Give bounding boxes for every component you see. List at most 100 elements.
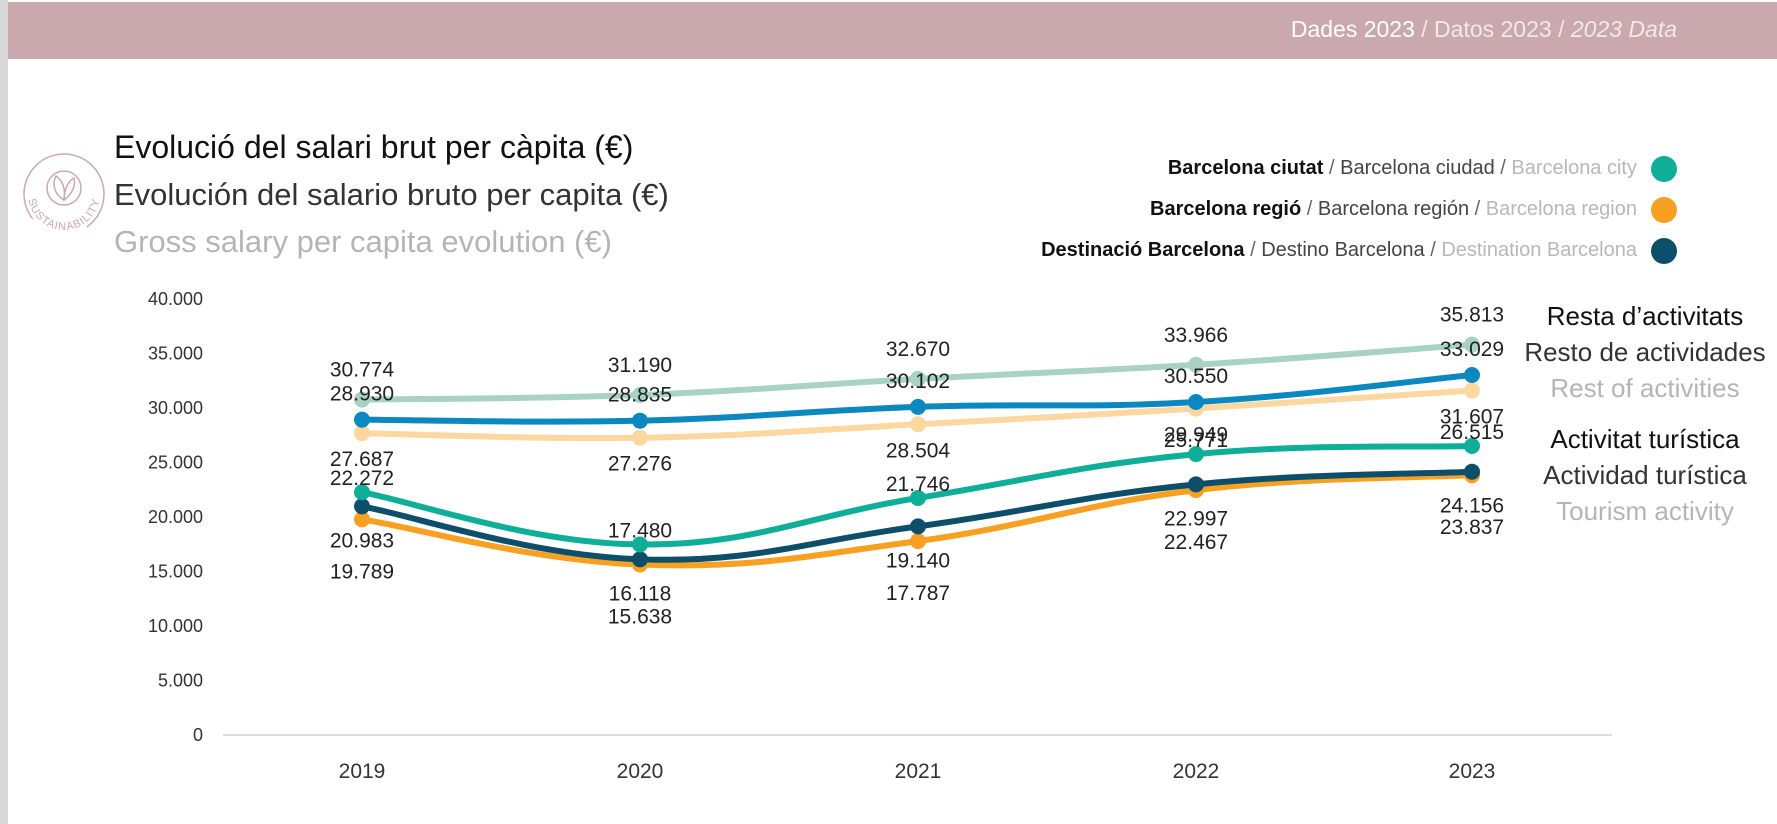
x-tick-label: 2021 bbox=[895, 760, 942, 783]
legend-city-es: Barcelona ciudad bbox=[1340, 157, 1495, 179]
data-point bbox=[354, 425, 370, 442]
legend-item-destination: Destinació Barcelona / Destino Barcelona… bbox=[1041, 230, 1677, 271]
data-label: 17.480 bbox=[608, 519, 672, 542]
data-label: 33.966 bbox=[1164, 324, 1228, 347]
data-point bbox=[1188, 356, 1204, 373]
header-ca: Dades 2023 bbox=[1290, 16, 1415, 42]
title-en: Gross salary per capita evolution (€) bbox=[114, 224, 612, 259]
data-point bbox=[910, 533, 926, 550]
data-label: 26.515 bbox=[1440, 421, 1504, 444]
y-tick-label: 20.000 bbox=[148, 507, 203, 527]
series-group bbox=[354, 366, 1480, 429]
data-label: 32.670 bbox=[886, 338, 950, 361]
data-point bbox=[632, 551, 648, 568]
title-ca: Evolució del salari brut per càpita (€) bbox=[114, 129, 634, 165]
legend-dot-region bbox=[1651, 196, 1677, 223]
data-point bbox=[354, 484, 370, 501]
data-point bbox=[354, 391, 370, 408]
data-point bbox=[354, 511, 370, 528]
header-es: / Datos 2023 / bbox=[1414, 16, 1571, 42]
data-point bbox=[910, 370, 926, 387]
data-point bbox=[1464, 336, 1480, 353]
y-tick-label: 10.000 bbox=[148, 616, 203, 636]
group-rest-ca: Resta d’activitats bbox=[1546, 301, 1744, 331]
y-tick-label: 35.000 bbox=[148, 344, 203, 364]
x-tick-label: 2020 bbox=[617, 760, 664, 783]
data-point bbox=[910, 398, 926, 415]
legend-destination-en: Destination Barcelona bbox=[1441, 239, 1637, 261]
sustainability-logo: SUSTAINABILITY bbox=[23, 153, 105, 235]
data-point bbox=[1464, 437, 1480, 454]
data-label: 21.746 bbox=[886, 473, 950, 496]
data-point bbox=[910, 489, 926, 506]
data-label: 22.997 bbox=[1164, 507, 1228, 530]
left-edge bbox=[0, 0, 8, 824]
data-label: 30.774 bbox=[330, 359, 395, 382]
data-point bbox=[910, 518, 926, 535]
data-point bbox=[632, 387, 648, 404]
header-en: 2023 Data bbox=[1570, 16, 1677, 42]
y-tick-label: 15.000 bbox=[148, 562, 203, 582]
data-label: 22.467 bbox=[1164, 531, 1228, 554]
legend-destination-ca: Destinació Barcelona bbox=[1041, 239, 1245, 261]
series-group bbox=[354, 437, 1480, 553]
data-point bbox=[1188, 476, 1204, 493]
data-label: 27.276 bbox=[608, 453, 672, 476]
group-rest-es: Resto de actividades bbox=[1524, 337, 1766, 367]
group-label-rest: Resta d’activitats Resto de actividades … bbox=[1520, 298, 1770, 406]
group-tourism-en: Tourism activity bbox=[1556, 496, 1734, 526]
group-rest-en: Rest of activities bbox=[1550, 373, 1740, 403]
data-label: 16.118 bbox=[609, 582, 672, 605]
data-point bbox=[1464, 366, 1480, 383]
legend-destination-es: Destino Barcelona bbox=[1261, 239, 1425, 261]
y-tick-label: 25.000 bbox=[148, 453, 203, 473]
leaf-icon bbox=[46, 170, 82, 206]
data-label: 15.638 bbox=[608, 606, 672, 629]
data-label: 28.930 bbox=[330, 383, 394, 406]
chart-titles: Evolució del salari brut per càpita (€) … bbox=[114, 124, 669, 265]
data-point bbox=[910, 416, 926, 433]
data-label: 19.789 bbox=[330, 560, 394, 583]
data-point bbox=[1464, 463, 1480, 480]
data-label: 30.102 bbox=[886, 370, 950, 393]
legend-city-ca: Barcelona ciutat bbox=[1167, 157, 1324, 179]
data-label: 20.983 bbox=[330, 529, 394, 552]
data-point bbox=[1464, 382, 1480, 399]
group-tourism-ca: Activitat turística bbox=[1550, 424, 1740, 454]
legend-region-es: Barcelona región bbox=[1317, 198, 1470, 220]
data-point bbox=[632, 429, 648, 446]
data-label: 19.140 bbox=[886, 549, 950, 572]
header-text: Dades 2023 / Datos 2023 / 2023 Data bbox=[1291, 16, 1677, 43]
data-label: 28.504 bbox=[886, 439, 951, 462]
data-label: 27.687 bbox=[330, 448, 394, 471]
y-tick-label: 5.000 bbox=[158, 671, 203, 691]
data-label: 31.607 bbox=[1440, 405, 1504, 428]
data-point bbox=[354, 498, 370, 515]
data-label: 35.813 bbox=[1440, 304, 1504, 327]
legend-region-en: Barcelona region bbox=[1485, 198, 1637, 220]
legend-dot-city bbox=[1651, 155, 1677, 182]
title-es: Evolución del salario bruto per capita (… bbox=[114, 177, 669, 212]
y-tick-label: 0 bbox=[193, 725, 203, 745]
data-point bbox=[1188, 394, 1204, 411]
data-label: 29.949 bbox=[1164, 424, 1228, 447]
data-label: 25.771 bbox=[1164, 429, 1228, 452]
data-label: 22.272 bbox=[330, 467, 394, 490]
group-tourism-es: Actividad turística bbox=[1543, 460, 1747, 490]
legend-item-city: Barcelona ciutat / Barcelona ciudad / Ba… bbox=[1041, 148, 1677, 189]
data-label: 23.837 bbox=[1440, 516, 1504, 539]
data-point bbox=[632, 536, 648, 553]
data-label: 17.787 bbox=[886, 582, 950, 605]
x-tick-label: 2019 bbox=[339, 760, 386, 783]
data-point bbox=[632, 412, 648, 429]
data-point bbox=[1188, 446, 1204, 463]
group-label-tourism: Activitat turística Actividad turística … bbox=[1520, 421, 1770, 529]
y-tick-label: 40.000 bbox=[148, 289, 203, 309]
legend-city-en: Barcelona city bbox=[1511, 157, 1637, 179]
data-label: 24.156 bbox=[1440, 495, 1504, 518]
data-label: 30.550 bbox=[1164, 365, 1228, 388]
series-group bbox=[354, 336, 1480, 408]
data-label: 33.029 bbox=[1440, 338, 1504, 361]
legend: Barcelona ciutat / Barcelona ciudad / Ba… bbox=[1041, 148, 1677, 271]
